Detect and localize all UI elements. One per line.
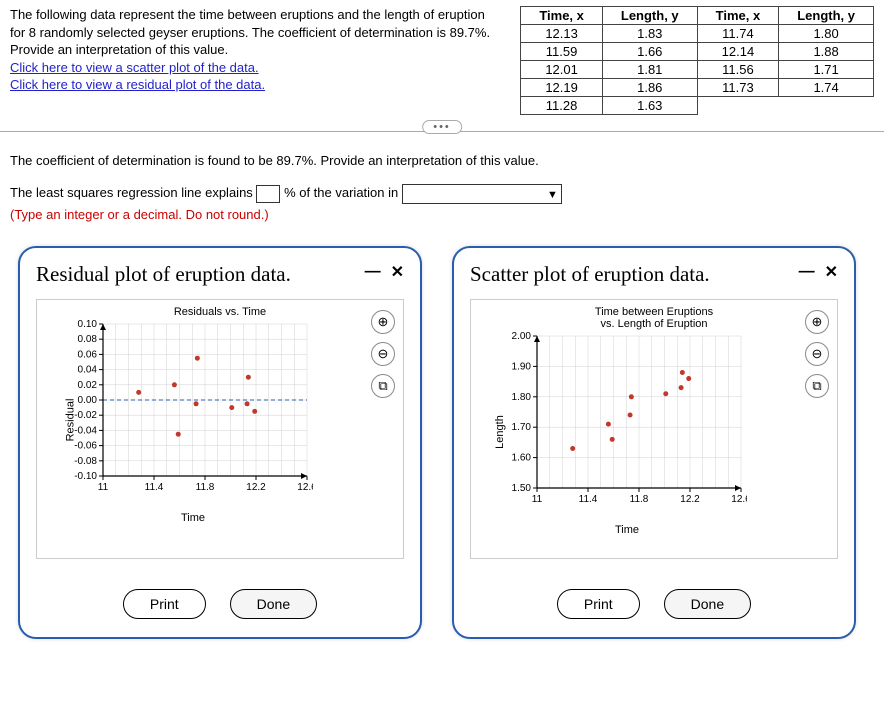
residual-dialog: — ✕ Residual plot of eruption data. Resi… <box>18 246 422 639</box>
scatter-chart: 11 11.4 11.8 12.2 12.6 1.50 1.60 1.70 1.80 1.90 2.… <box>497 332 747 512</box>
scatter-xlabel: Time <box>615 524 639 536</box>
minimize-icon[interactable]: — <box>799 263 815 281</box>
table-cell <box>697 97 779 115</box>
table-cell: 12.13 <box>521 25 603 43</box>
svg-text:11.8: 11.8 <box>196 482 215 493</box>
close-icon[interactable]: ✕ <box>391 262 404 282</box>
print-button[interactable]: Print <box>557 589 640 619</box>
table-header: Time, x <box>697 7 779 25</box>
table-cell: 12.14 <box>697 43 779 61</box>
svg-text:11.8: 11.8 <box>630 494 649 505</box>
print-button[interactable]: Print <box>123 589 206 619</box>
svg-text:12.2: 12.2 <box>246 482 266 493</box>
done-button[interactable]: Done <box>664 589 751 619</box>
scatter-dialog: — ✕ Scatter plot of eruption data. Time … <box>452 246 856 639</box>
residual-title: Residual plot of eruption data. <box>36 262 404 287</box>
table-row: 11.591.6612.141.88 <box>521 43 874 61</box>
data-table: Time, xLength, yTime, xLength, y 12.131.… <box>520 6 874 115</box>
residual-ylabel: Residual <box>64 399 76 442</box>
table-cell: 1.81 <box>602 61 697 79</box>
scatter-chart-title: Time between Eruptionsvs. Length of Erup… <box>479 306 829 330</box>
svg-text:2.00: 2.00 <box>512 332 532 342</box>
svg-text:1.90: 1.90 <box>512 362 532 373</box>
done-button[interactable]: Done <box>230 589 317 619</box>
table-row: 12.191.8611.731.74 <box>521 79 874 97</box>
table-cell: 1.83 <box>602 25 697 43</box>
svg-text:0.08: 0.08 <box>78 334 98 345</box>
table-cell: 12.19 <box>521 79 603 97</box>
svg-text:0.06: 0.06 <box>78 350 98 361</box>
table-header: Length, y <box>602 7 697 25</box>
svg-text:-0.06: -0.06 <box>74 441 97 452</box>
table-cell: 1.80 <box>779 25 874 43</box>
percent-input[interactable] <box>256 185 280 203</box>
variation-select[interactable] <box>402 184 562 204</box>
svg-text:12.6: 12.6 <box>297 482 313 493</box>
scatter-title: Scatter plot of eruption data. <box>470 262 838 287</box>
zoom-in-icon[interactable]: ⊕ <box>371 310 395 334</box>
minimize-icon[interactable]: — <box>365 263 381 281</box>
problem-statement: The following data represent the time be… <box>10 7 490 57</box>
zoom-in-icon[interactable]: ⊕ <box>805 310 829 334</box>
link-residual[interactable]: Click here to view a residual plot of th… <box>10 77 265 92</box>
close-icon[interactable]: ✕ <box>825 262 838 282</box>
table-cell: 11.73 <box>697 79 779 97</box>
svg-text:1.60: 1.60 <box>512 453 532 464</box>
table-cell: 1.86 <box>602 79 697 97</box>
svg-text:-0.08: -0.08 <box>74 456 97 467</box>
popout-icon[interactable]: ⧉ <box>805 374 829 398</box>
link-scatter[interactable]: Click here to view a scatter plot of the… <box>10 60 259 75</box>
svg-text:1.70: 1.70 <box>512 422 532 433</box>
svg-text:-0.02: -0.02 <box>74 410 97 421</box>
svg-text:0.02: 0.02 <box>78 380 98 391</box>
table-cell: 11.56 <box>697 61 779 79</box>
table-row: 12.011.8111.561.71 <box>521 61 874 79</box>
scatter-ylabel: Length <box>494 415 506 449</box>
table-row: 11.281.63 <box>521 97 874 115</box>
scatter-inner: Time between Eruptionsvs. Length of Erup… <box>470 299 838 559</box>
table-cell <box>779 97 874 115</box>
problem-text: The following data represent the time be… <box>10 6 500 115</box>
table-cell: 1.66 <box>602 43 697 61</box>
table-cell: 11.74 <box>697 25 779 43</box>
svg-text:1.50: 1.50 <box>512 483 532 494</box>
svg-text:12.6: 12.6 <box>731 494 747 505</box>
residual-inner: Residuals vs. Time ⊕ ⊖ ⧉ Residual 11 11.4… <box>36 299 404 559</box>
table-cell: 11.28 <box>521 97 603 115</box>
svg-text:11.4: 11.4 <box>579 494 598 505</box>
svg-text:12.2: 12.2 <box>680 494 700 505</box>
interp-hint: (Type an integer or a decimal. Do not ro… <box>10 204 874 226</box>
svg-text:0.04: 0.04 <box>78 365 98 376</box>
svg-text:-0.10: -0.10 <box>74 471 97 482</box>
zoom-out-icon[interactable]: ⊖ <box>371 342 395 366</box>
residual-xlabel: Time <box>181 512 205 524</box>
table-cell: 11.59 <box>521 43 603 61</box>
svg-text:0.00: 0.00 <box>78 395 98 406</box>
ellipsis-badge[interactable]: ••• <box>422 120 462 134</box>
popout-icon[interactable]: ⧉ <box>371 374 395 398</box>
svg-text:11: 11 <box>532 494 543 505</box>
residual-chart-title: Residuals vs. Time <box>45 306 395 318</box>
svg-text:-0.04: -0.04 <box>74 426 97 437</box>
table-row: 12.131.8311.741.80 <box>521 25 874 43</box>
plots-row: — ✕ Residual plot of eruption data. Resi… <box>0 234 884 651</box>
interp-line1: The coefficient of determination is foun… <box>10 150 874 172</box>
table-cell: 1.63 <box>602 97 697 115</box>
svg-text:1.80: 1.80 <box>512 392 532 403</box>
svg-text:0.10: 0.10 <box>78 320 98 330</box>
table-cell: 1.88 <box>779 43 874 61</box>
zoom-out-icon[interactable]: ⊖ <box>805 342 829 366</box>
interp-mid: % of the variation in <box>284 185 398 200</box>
table-cell: 1.71 <box>779 61 874 79</box>
interp-prefix: The least squares regression line explai… <box>10 185 253 200</box>
table-cell: 12.01 <box>521 61 603 79</box>
svg-text:11.4: 11.4 <box>145 482 164 493</box>
interpretation-block: The coefficient of determination is foun… <box>0 132 884 234</box>
svg-text:11: 11 <box>98 482 109 493</box>
top-section: The following data represent the time be… <box>0 0 884 121</box>
table-cell: 1.74 <box>779 79 874 97</box>
residual-chart: 11 11.4 11.8 12.2 12.6 -0.10 -0.08 -0.06 -0.04 -0… <box>63 320 313 500</box>
table-header: Length, y <box>779 7 874 25</box>
table-header: Time, x <box>521 7 603 25</box>
